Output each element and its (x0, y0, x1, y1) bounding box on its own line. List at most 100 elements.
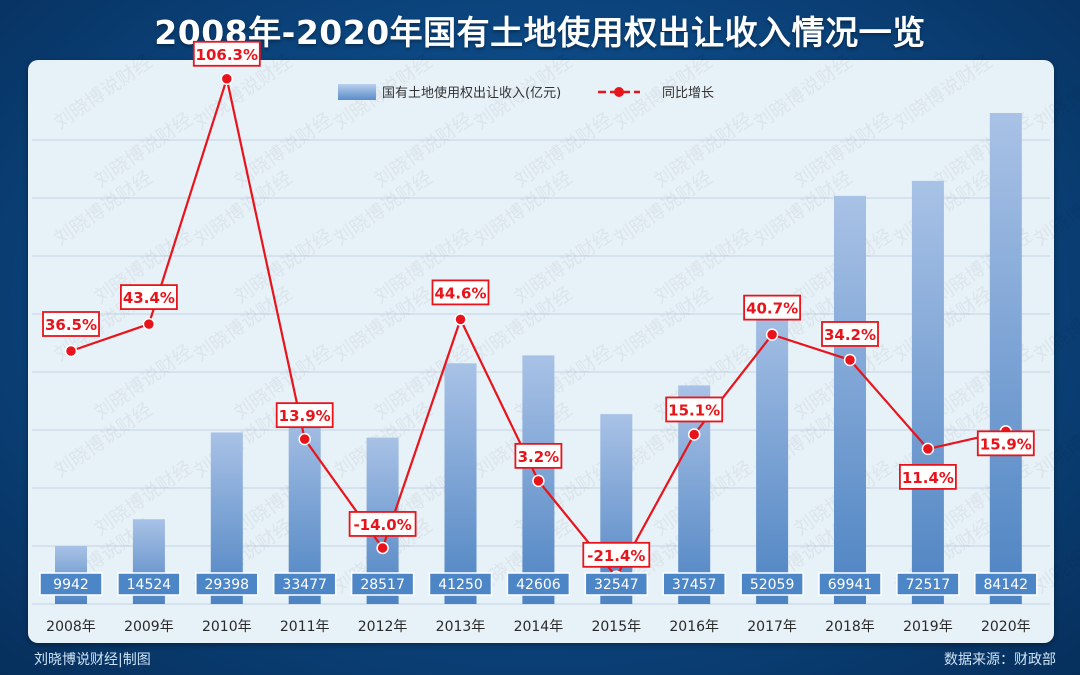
growth-label-box (514, 442, 563, 469)
growth-value-label: 15.1% (668, 401, 720, 419)
x-tick-label: 2015年 (591, 619, 641, 635)
growth-point (220, 72, 234, 86)
bar-value-label: 37457 (672, 577, 717, 593)
growth-value-label: 13.9% (279, 407, 331, 425)
growth-label-box (899, 463, 957, 490)
bar-value-box (974, 572, 1038, 596)
growth-label-box (348, 511, 417, 537)
growth-line-segment (849, 359, 929, 450)
watermark-text: 刘晓博说财经 (1030, 51, 1080, 134)
bar-value-label: 32547 (594, 577, 639, 593)
bar-value-box (506, 572, 571, 596)
x-tick-label: 2014年 (514, 619, 564, 635)
bar-value-box (896, 572, 960, 596)
growth-value-label: 15.9% (980, 435, 1032, 453)
growth-value-label: 43.4% (123, 289, 175, 307)
bar-value-label: 72517 (906, 577, 951, 593)
x-tick-label: 2011年 (280, 619, 330, 635)
x-tick-label: 2012年 (358, 619, 408, 635)
x-tick-label: 2020年 (981, 619, 1031, 635)
bar-value-label: 41250 (438, 577, 483, 593)
growth-label-box (976, 430, 1035, 457)
watermark-text: 刘晓博说财经 (1030, 399, 1080, 482)
growth-value-label: 40.7% (746, 300, 798, 318)
growth-line-segment (225, 78, 306, 440)
growth-point (843, 353, 857, 367)
bar-2018年 (834, 195, 866, 604)
bar-value-box (662, 572, 726, 596)
bar-2013年 (444, 363, 477, 604)
x-tick-label: 2013年 (436, 619, 486, 635)
watermark-text: 刘晓博说财经 (1030, 167, 1080, 250)
watermark-text: 刘晓博说财经 (50, 51, 156, 134)
bar-value-label: 42606 (516, 577, 561, 593)
x-tick-label: 2009年 (124, 619, 174, 635)
bar-value-box (272, 572, 337, 596)
x-axis-labels: 2008年 2009年 2010年 2011年 2012年 2013年 2014年 2015年… (46, 619, 1030, 635)
growth-point (376, 541, 389, 555)
growth-value-label: -14.0% (353, 516, 411, 534)
bar-value-box (195, 572, 259, 596)
watermark-text: 刘晓博说财经 (890, 51, 996, 134)
growth-value-label: 34.2% (824, 326, 876, 344)
legend-line-label: 同比增长 (662, 86, 714, 101)
bar-value-box (818, 572, 882, 596)
bar-value-label: 29398 (205, 577, 250, 593)
x-tick-label: 2008年 (46, 619, 96, 635)
growth-label-box (275, 402, 334, 429)
growth-line-segment (771, 333, 851, 362)
bar-value-box (428, 572, 493, 596)
growth-label-box (42, 311, 100, 337)
growth-label-box (120, 284, 178, 310)
growth-value-labels: 36.5% 43.4% 106.3% 13.9% -14.0% 44.6% 3.2% -21.… (42, 40, 1035, 568)
bar-value-box (584, 572, 649, 596)
bar-value-label: 69941 (828, 577, 873, 593)
bar-2017年 (756, 300, 789, 604)
watermark-text: 刘晓博说财经 (1030, 283, 1080, 366)
growth-value-label: 106.3% (196, 46, 258, 64)
bar-value-labels: 9942 14524 29398 33477 28517 41250 42606 32547 3… (39, 572, 1038, 596)
chart-title: 2008年-2020年国有土地使用权出让收入情况一览 (154, 13, 926, 52)
legend: 国有土地使用权出让收入(亿元) 同比增长 (338, 84, 714, 101)
growth-point (454, 313, 467, 326)
x-tick-label: 2010年 (202, 619, 252, 635)
growth-point (142, 317, 156, 331)
growth-point (532, 474, 545, 488)
growth-value-label: -21.4% (587, 547, 645, 565)
footer-credit: 刘晓博说财经|制图 (34, 652, 151, 668)
growth-label-box (431, 279, 490, 306)
footer-source: 数据来源：财政部 (944, 652, 1056, 668)
x-tick-label: 2017年 (747, 619, 797, 635)
growth-label-box (665, 396, 724, 423)
legend-line-marker (614, 87, 624, 97)
bar-value-label: 84142 (984, 577, 1029, 593)
growth-value-label: 36.5% (45, 316, 97, 334)
bar-2020年 (989, 113, 1022, 604)
growth-point (687, 428, 701, 441)
bar-value-label: 28517 (360, 577, 405, 593)
growth-value-label: 44.6% (434, 284, 486, 302)
bar-value-label: 52059 (750, 577, 795, 593)
growth-point (64, 344, 78, 358)
growth-line-segment (70, 323, 150, 353)
growth-value-label: 3.2% (518, 448, 560, 466)
watermark-text: 刘晓博说财经 (750, 51, 856, 134)
legend-bar-swatch (338, 84, 376, 100)
growth-label-box (821, 321, 879, 347)
growth-label-box (743, 294, 801, 321)
growth-label-box (192, 40, 261, 67)
watermark-text: 刘晓博说财经 (1030, 515, 1080, 598)
bar-value-label: 9942 (53, 577, 89, 593)
bar-2019年 (911, 180, 944, 604)
growth-line-segment (381, 319, 462, 549)
bar-value-box (740, 572, 804, 596)
bar-value-label: 14524 (127, 577, 172, 593)
legend-bar-label: 国有土地使用权出让收入(亿元) (382, 85, 561, 101)
bar-value-box (350, 572, 415, 596)
bar-value-label: 33477 (282, 577, 327, 593)
growth-point (765, 328, 779, 341)
x-tick-label: 2019年 (903, 619, 953, 635)
growth-point (921, 442, 935, 456)
growth-line-segment (147, 78, 228, 325)
